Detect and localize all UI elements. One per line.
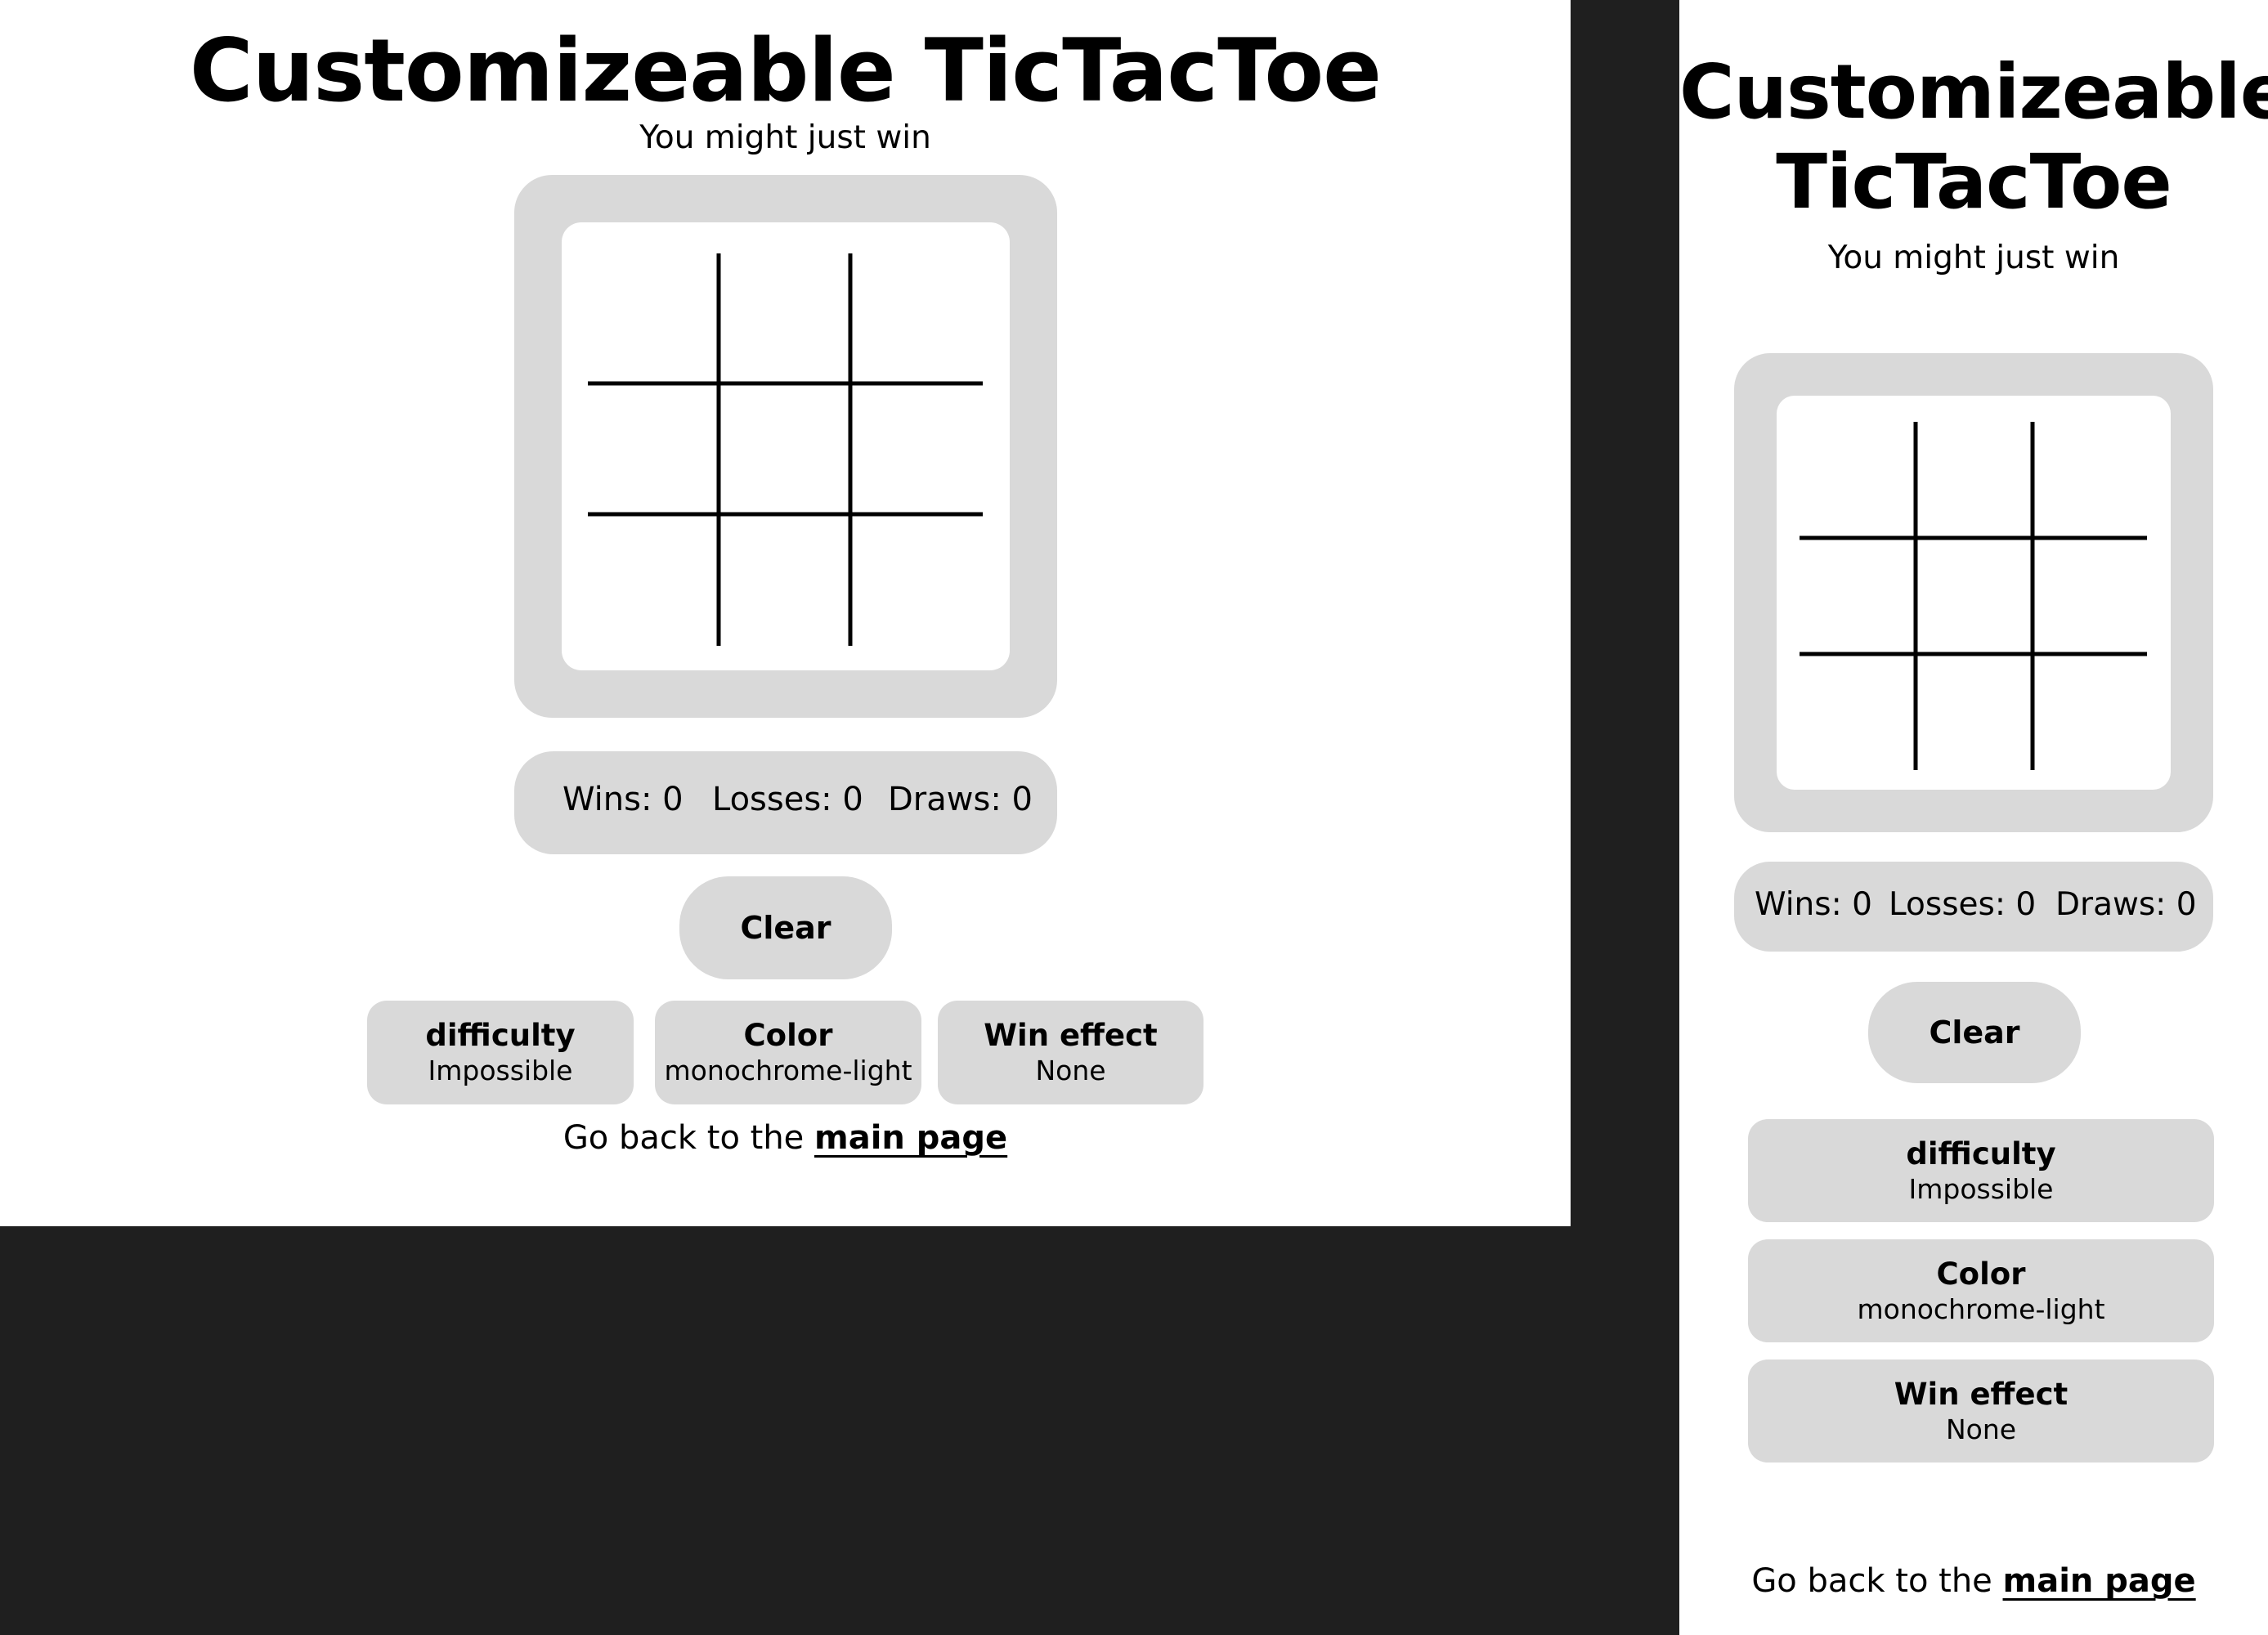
difficulty-option-button[interactable]: difficulty Impossible: [1748, 1119, 2214, 1222]
win-effect-option-button[interactable]: Win effect None: [938, 1001, 1203, 1104]
page-title-line-2: TicTacToe: [1776, 138, 2172, 226]
game-board[interactable]: [1777, 396, 2171, 790]
option-label: Win effect: [1894, 1377, 2069, 1412]
option-label: Color: [1936, 1256, 2026, 1292]
losses-count: Losses: 0: [712, 781, 863, 818]
page-subtitle: You might just win: [639, 119, 931, 156]
page-subtitle: You might just win: [1827, 240, 2120, 276]
color-option-button[interactable]: Color monochrome-light: [655, 1001, 921, 1104]
page-title: Customizeable TicTacToe: [189, 20, 1382, 121]
back-link-row: Go back to the main page: [1679, 1557, 2268, 1606]
option-value: None: [1035, 1055, 1106, 1086]
page-title-line-1: Customizeable: [1679, 48, 2268, 136]
draws-count: Draws: 0: [888, 781, 1033, 818]
option-value: None: [1945, 1413, 2017, 1445]
difficulty-option-button[interactable]: difficulty Impossible: [367, 1001, 634, 1104]
clear-button[interactable]: Clear: [1868, 982, 2081, 1083]
option-value: monochrome-light: [664, 1055, 912, 1086]
back-text: Go back to the: [1751, 1562, 1992, 1600]
game-board[interactable]: [562, 222, 1010, 670]
option-label: Win effect: [984, 1018, 1158, 1053]
score-panel: Wins: 0 Losses: 0 Draws: 0: [1734, 862, 2213, 952]
option-label: difficulty: [1906, 1136, 2056, 1171]
page-title: Customizeable TicTacToe: [1679, 47, 2268, 227]
draws-count: Draws: 0: [2055, 886, 2197, 923]
board-frame: [1734, 353, 2213, 832]
clear-button[interactable]: Clear: [679, 876, 892, 979]
option-value: monochrome-light: [1857, 1293, 2105, 1325]
back-text: Go back to the: [563, 1119, 805, 1157]
score-panel: Wins: 0 Losses: 0 Draws: 0: [514, 751, 1057, 854]
back-link-row: Go back to the main page: [0, 1113, 1571, 1162]
color-option-button[interactable]: Color monochrome-light: [1748, 1239, 2214, 1342]
mobile-view: Customizeable TicTacToe You might just w…: [1679, 0, 2268, 1635]
losses-count: Losses: 0: [1889, 886, 2037, 923]
option-value: Impossible: [428, 1055, 573, 1086]
option-value: Impossible: [1908, 1173, 2054, 1205]
main-page-link[interactable]: main page: [814, 1119, 1008, 1157]
desktop-view: Customizeable TicTacToe You might just w…: [0, 0, 1571, 1226]
option-label: Color: [743, 1018, 833, 1053]
board-grid: [588, 253, 983, 646]
main-page-link[interactable]: main page: [2002, 1562, 2196, 1600]
option-label: difficulty: [425, 1018, 576, 1053]
win-effect-option-button[interactable]: Win effect None: [1748, 1360, 2214, 1463]
wins-count: Wins: 0: [1755, 886, 1872, 923]
board-frame: [514, 175, 1057, 718]
board-grid: [1800, 422, 2147, 770]
wins-count: Wins: 0: [563, 781, 684, 818]
